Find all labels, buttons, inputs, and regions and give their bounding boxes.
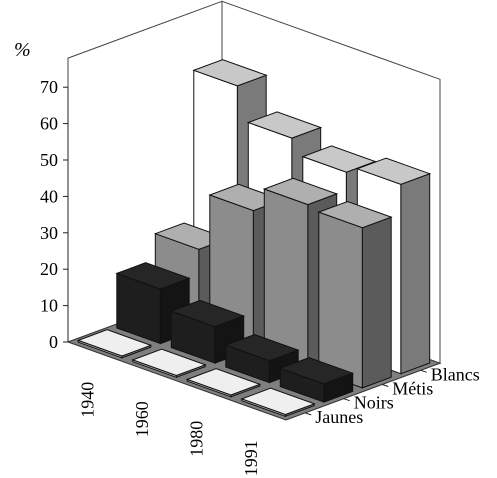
bar-jaunes-1960 [131,348,207,379]
bar-side-face [400,172,431,375]
bar-top-face [76,329,153,357]
bar-top-face [169,299,246,328]
y-tick-label: 10 [40,296,58,316]
bar-top-face [115,262,191,290]
bar-jaunes-1940 [76,329,153,359]
y-tick-label: 20 [40,259,58,279]
y-tick-label: 50 [40,150,58,170]
series-label-noirs: Noirs [354,393,394,413]
z-tick [343,398,350,402]
y-axis-label: % [14,39,31,61]
x-tick-label: 1991 [241,440,261,476]
bar-métis-1991 [317,200,393,389]
bar-top-face [262,177,339,206]
x-tick-label: 1940 [77,382,97,418]
y-tick-label: 70 [40,77,58,97]
y-tick-label: 30 [40,223,58,243]
bar-noirs-1980 [224,333,300,384]
bar-jaunes-1980 [185,368,262,398]
series-label-jaunes: Jaunes [315,407,363,427]
bar-top-face [278,357,355,385]
y-tick-label: 40 [40,186,58,206]
bar-top-face [185,368,262,396]
bar-noirs-1991 [278,357,355,403]
bar-jaunes-1991 [240,387,316,418]
x-tick-label: 1960 [132,401,152,437]
y-axis: % 0 10 20 30 40 50 60 70 [14,39,69,352]
bar-top-face [355,157,432,185]
z-tick [420,369,427,373]
bars [76,59,432,418]
series-label-blancs: Blancs [431,364,480,384]
x-tick-label: 1980 [186,421,206,457]
bar-top-face [192,59,268,87]
z-tick [305,412,312,416]
bar-side-face [361,216,392,389]
bar-top-face [131,348,207,377]
bar-top-face [301,145,377,173]
bar-top-face [317,200,393,229]
x-axis-tick-labels: 1940 1960 1980 1991 [77,382,261,477]
series-label-métis: Métis [392,379,433,399]
bar-top-face [224,333,300,362]
bar-top-face [240,387,316,416]
bar-front-face [318,211,363,389]
y-tick-label: 0 [49,332,58,352]
z-tick [382,384,389,387]
bar-top-face [246,111,323,139]
y-tick-label: 60 [40,114,58,134]
